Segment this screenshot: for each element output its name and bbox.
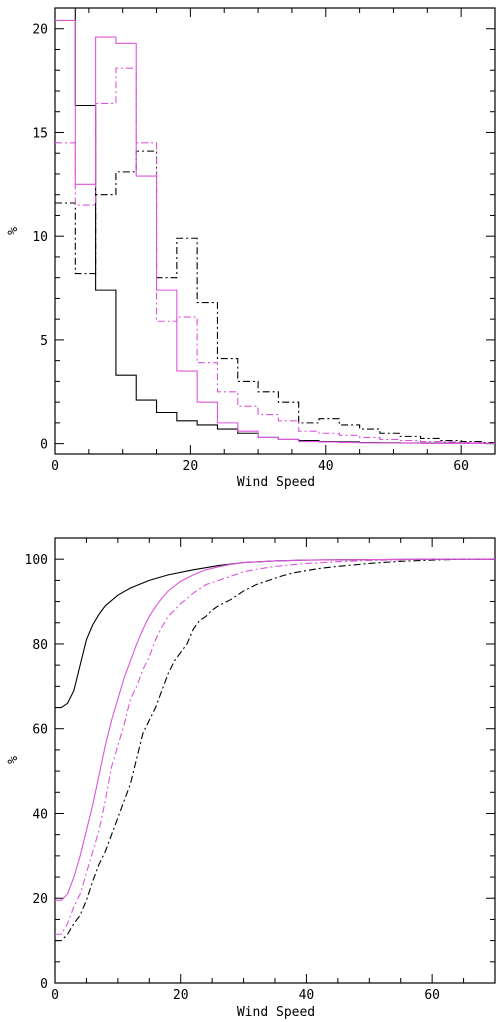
cumulative-series — [55, 558, 495, 942]
cumulative-ytick-label: 60 — [32, 723, 48, 738]
histogram-ytick-label: 5 — [40, 334, 48, 349]
cumulative-plot: 0 20 40 60 0 20 40 60 80 100 Wind Speed % — [6, 537, 496, 1020]
histogram-xtick-label: 40 — [318, 459, 334, 474]
histogram-ytick-label: 0 — [40, 438, 48, 453]
histogram-series-line-3 — [55, 19, 495, 445]
cumulative-ytick-label: 0 — [40, 977, 48, 992]
histogram-xtick-label: 20 — [183, 459, 199, 474]
histogram-series-line-4 — [55, 67, 495, 444]
cumulative-ytick-label: 100 — [25, 553, 48, 568]
histogram-plot: 0 20 40 60 0 5 10 15 20 Wind Speed % — [6, 7, 496, 490]
cumulative-xtick-label: 20 — [173, 988, 189, 1003]
histogram-xlabel: Wind Speed — [237, 475, 315, 490]
histogram-ytick-label: 20 — [32, 23, 48, 38]
cumulative-xtick-label: 0 — [51, 988, 59, 1003]
histogram-xtick-label: 60 — [453, 459, 469, 474]
histogram-series — [55, 8, 495, 445]
histogram-ytick-label: 10 — [32, 230, 48, 245]
cumulative-series-line-1 — [55, 558, 495, 709]
cumulative-ticks: 0 20 40 60 0 20 40 60 80 100 — [25, 537, 496, 1003]
histogram-frame — [54, 7, 496, 455]
cumulative-frame — [54, 537, 496, 984]
cumulative-xlabel: Wind Speed — [237, 1005, 315, 1020]
histogram-series-line-2 — [55, 150, 495, 444]
cumulative-ytick-label: 40 — [32, 807, 48, 822]
cumulative-ylabel: % — [6, 756, 21, 764]
cumulative-ytick-label: 20 — [32, 892, 48, 907]
histogram-ylabel: % — [6, 227, 21, 235]
cumulative-series-line-3 — [55, 558, 495, 901]
cumulative-xtick-label: 40 — [299, 988, 315, 1003]
histogram-xtick-label: 0 — [51, 459, 59, 474]
cumulative-xtick-label: 60 — [424, 988, 440, 1003]
cumulative-ytick-label: 80 — [32, 638, 48, 653]
histogram-series-line-1 — [55, 8, 495, 444]
histogram-ytick-label: 15 — [32, 126, 48, 141]
histogram-ticks: 0 20 40 60 0 5 10 15 20 — [32, 7, 496, 474]
cumulative-series-line-2 — [55, 558, 495, 942]
cumulative-series-line-4 — [55, 558, 495, 935]
